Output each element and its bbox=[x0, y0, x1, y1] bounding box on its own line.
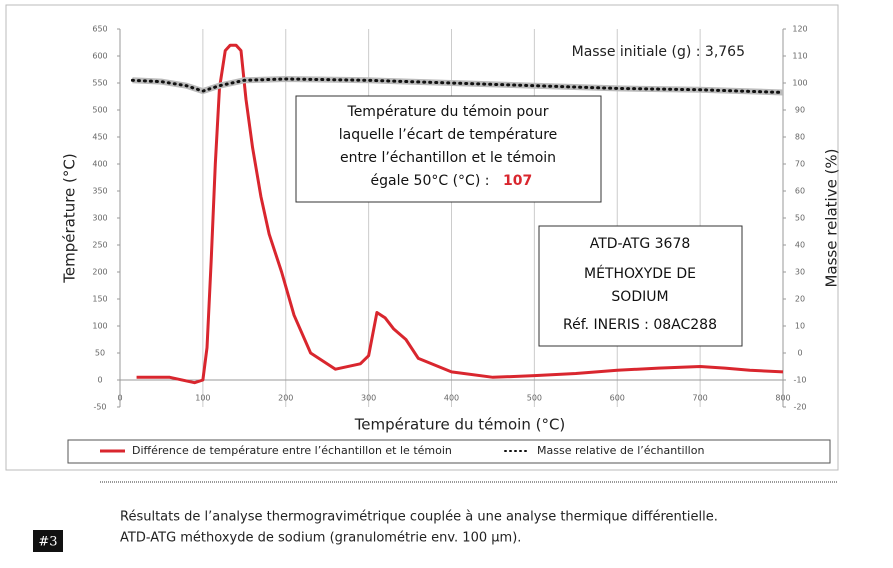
y-tick-label: 50 bbox=[95, 349, 105, 358]
annotation: Masse initiale (g) : 3,765 bbox=[572, 44, 745, 60]
annotation-line: Réf. INERIS : 08AC288 bbox=[563, 317, 717, 333]
y-tick-label: 250 bbox=[92, 241, 107, 250]
y2-tick-label: 100 bbox=[792, 79, 807, 88]
caption-line: ATD-ATG méthoxyde de sodium (granulométr… bbox=[120, 531, 521, 546]
y2-tick-label: 70 bbox=[795, 160, 805, 169]
x-axis-title: Température du témoin (°C) bbox=[354, 416, 566, 434]
figure-number: #3 bbox=[38, 535, 57, 550]
annotation-line: entre l’échantillon et le témoin bbox=[340, 150, 556, 166]
y-tick-label: 200 bbox=[92, 268, 107, 277]
y-tick-label: 650 bbox=[92, 25, 107, 34]
y2-axis-title: Masse relative (%) bbox=[823, 148, 841, 287]
y-tick-label: 100 bbox=[92, 322, 107, 331]
x-tick-label: 300 bbox=[361, 394, 376, 403]
x-tick-label: 500 bbox=[527, 394, 542, 403]
y2-tick-label: 50 bbox=[795, 214, 805, 223]
y2-tick-label: 120 bbox=[792, 25, 807, 34]
legend-label: Différence de température entre l’échant… bbox=[132, 444, 452, 457]
x-tick-label: 700 bbox=[692, 394, 707, 403]
caption-line: Résultats de l’analyse thermogravimétriq… bbox=[120, 510, 718, 525]
annotation-box bbox=[538, 225, 743, 347]
y2-tick-label: -20 bbox=[793, 403, 806, 412]
y2-tick-label: 0 bbox=[797, 349, 802, 358]
x-tick-label: 400 bbox=[444, 394, 459, 403]
x-tick-label: 100 bbox=[195, 394, 210, 403]
series-line bbox=[136, 43, 784, 385]
y2-tick-label: -10 bbox=[793, 376, 806, 385]
legend-label: Masse relative de l’échantillon bbox=[537, 444, 704, 457]
y-tick-label: -50 bbox=[93, 403, 106, 412]
figure-number-box bbox=[33, 530, 63, 552]
x-tick-label: 600 bbox=[610, 394, 625, 403]
y2-tick-label: 110 bbox=[792, 52, 807, 61]
y-tick-label: 550 bbox=[92, 79, 107, 88]
y-tick-label: 400 bbox=[92, 160, 107, 169]
y-tick-label: 300 bbox=[92, 214, 107, 223]
y2-tick-label: 40 bbox=[795, 241, 805, 250]
y-tick-label: 450 bbox=[92, 133, 107, 142]
y-tick-label: 0 bbox=[97, 376, 102, 385]
y-tick-label: 150 bbox=[92, 295, 107, 304]
annotation-line: égale 50°C (°C) : bbox=[371, 173, 490, 189]
y-tick-label: 600 bbox=[92, 52, 107, 61]
y2-tick-label: 60 bbox=[795, 187, 805, 196]
annotation-line: ATD-ATG 3678 bbox=[590, 236, 691, 252]
y2-tick-label: 30 bbox=[795, 268, 805, 277]
y-axis-title: Température (°C) bbox=[61, 153, 79, 283]
legend-box bbox=[67, 439, 831, 464]
annotation-box bbox=[295, 95, 602, 203]
annotation-line: Température du témoin pour bbox=[347, 104, 549, 120]
annotation-line: SODIUM bbox=[611, 289, 668, 305]
annotation-value: 107 bbox=[503, 173, 532, 189]
annotation-line: laquelle l’écart de température bbox=[339, 127, 558, 143]
y2-tick-label: 90 bbox=[795, 106, 805, 115]
annotation-line: MÉTHOXYDE DE bbox=[584, 265, 696, 282]
y2-tick-label: 20 bbox=[795, 295, 805, 304]
y2-tick-label: 80 bbox=[795, 133, 805, 142]
x-tick-label: 200 bbox=[278, 394, 293, 403]
y-tick-label: 500 bbox=[92, 106, 107, 115]
series-line bbox=[130, 77, 785, 94]
y2-tick-label: 10 bbox=[795, 322, 805, 331]
y-tick-label: 350 bbox=[92, 187, 107, 196]
